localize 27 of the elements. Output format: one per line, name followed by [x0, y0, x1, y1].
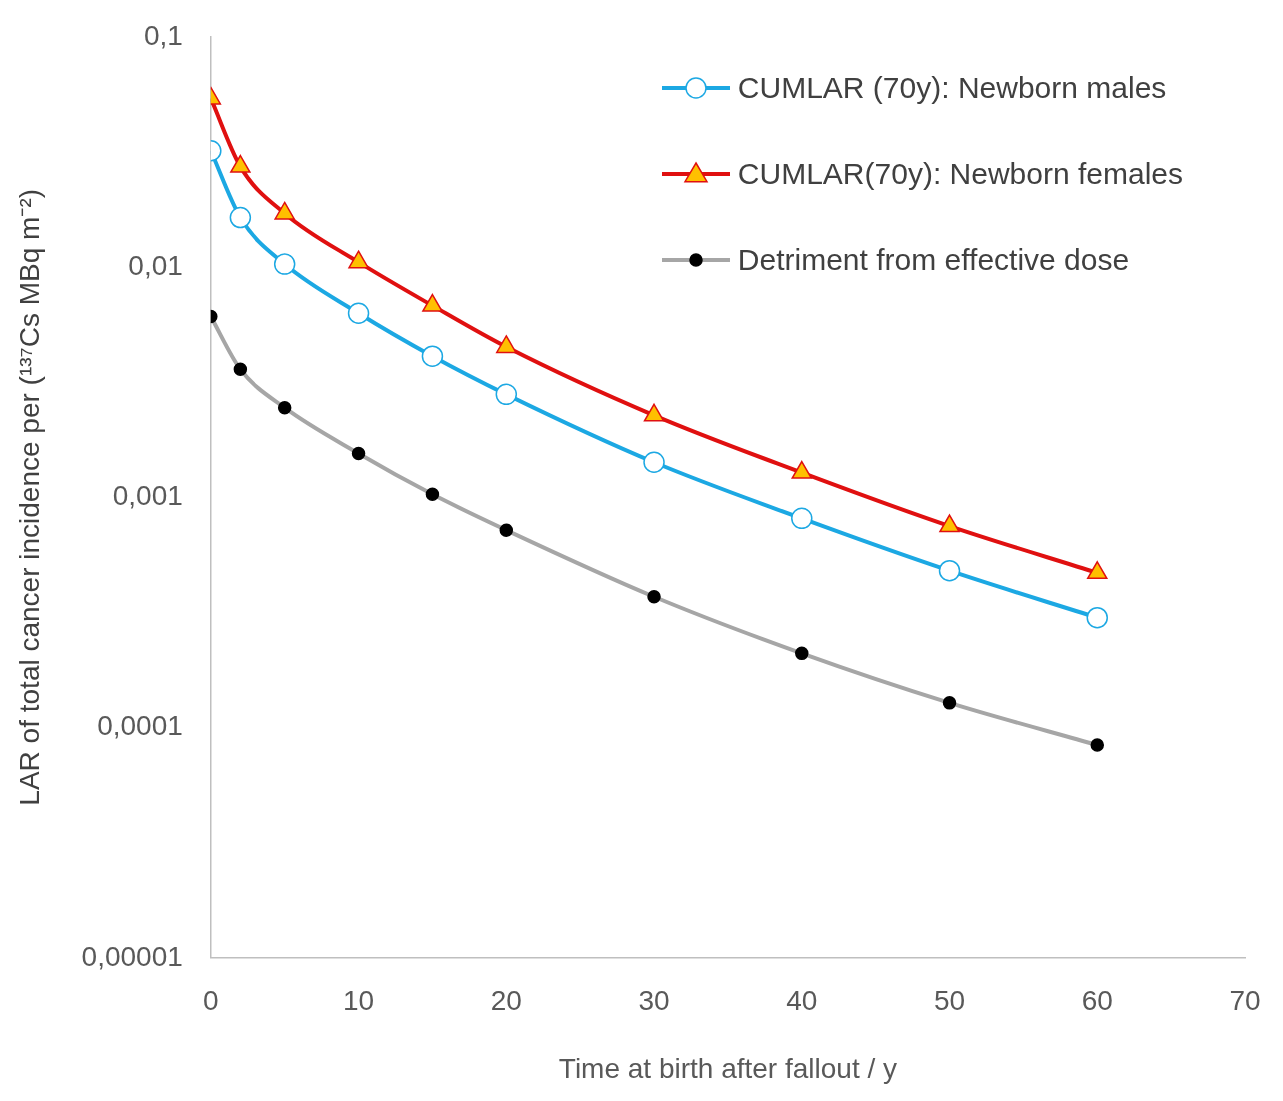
y-tick-label: 0,1 [143, 19, 183, 51]
x-tick-label: 10 [342, 985, 375, 1017]
point [421, 345, 444, 367]
x-tick-label: 50 [933, 985, 966, 1017]
point [1086, 606, 1109, 629]
point [791, 507, 813, 530]
point [495, 383, 518, 406]
legend-label: CUMLAR(70y): Newborn females [737, 157, 1183, 191]
y-tick-label: 0,00001 [81, 940, 183, 972]
y-tick-label: 0,001 [112, 480, 183, 512]
point [938, 559, 961, 582]
x-axis-title: Time at birth after fallout / y [558, 1052, 898, 1084]
legend-label: CUMLAR (70y): Newborn males [737, 71, 1167, 105]
x-tick-label: 40 [786, 985, 818, 1017]
x-tick-label: 30 [638, 985, 670, 1017]
legend-label: Detriment from effective dose [737, 243, 1130, 277]
y-tick-label: 0,01 [128, 249, 183, 281]
point [229, 206, 252, 229]
point [643, 451, 665, 473]
x-tick-label: 20 [490, 985, 522, 1017]
x-tick-label: 60 [1081, 985, 1113, 1017]
y-tick-label: 0,0001 [97, 710, 183, 742]
point [347, 302, 370, 324]
point [273, 253, 296, 275]
x-tick-label: 0 [203, 985, 219, 1017]
y-axis-title: LAR of total cancer incidence per (¹³⁷Cs MBq m⁻²) [13, 188, 45, 806]
x-tick-label: 70 [1229, 985, 1261, 1017]
